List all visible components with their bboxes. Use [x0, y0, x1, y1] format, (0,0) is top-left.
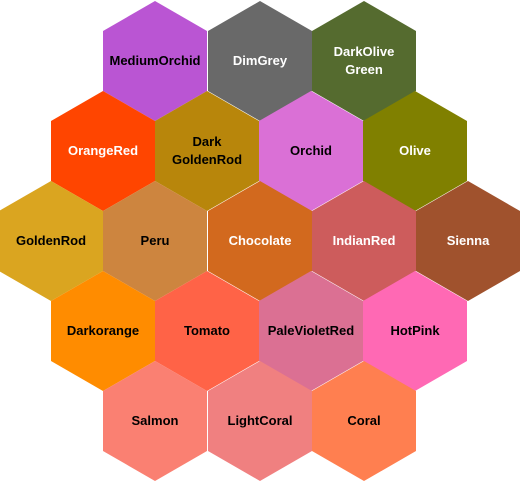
hex-label: Chocolate [228, 233, 292, 248]
hex-label: DarkOlive Green [333, 44, 395, 77]
hex-label: IndianRed [332, 233, 396, 248]
hex-label: Peru [140, 233, 170, 248]
hex-label: Tomato [184, 323, 230, 338]
hex-label: MediumOrchid [109, 53, 201, 68]
hex-label: Darkorange [66, 323, 140, 338]
hex-label: Dark GoldenRod [171, 134, 243, 167]
hex-label: Orchid [290, 143, 332, 158]
hex-label: PaleVioletRed [267, 323, 355, 338]
hex-label: OrangeRed [67, 143, 139, 158]
hex-label: Sienna [446, 233, 490, 248]
hex-label: Salmon [131, 413, 179, 428]
hex-label: HotPink [390, 323, 440, 338]
hex-label: Coral [347, 413, 381, 428]
hex-label: Olive [399, 143, 431, 158]
hex-coral: Coral [312, 361, 416, 481]
hex-sienna: Sienna [416, 181, 520, 301]
hex-label: LightCoral [227, 413, 293, 428]
hex-label: GoldenRod [15, 233, 87, 248]
hex-label: DimGrey [232, 53, 288, 68]
